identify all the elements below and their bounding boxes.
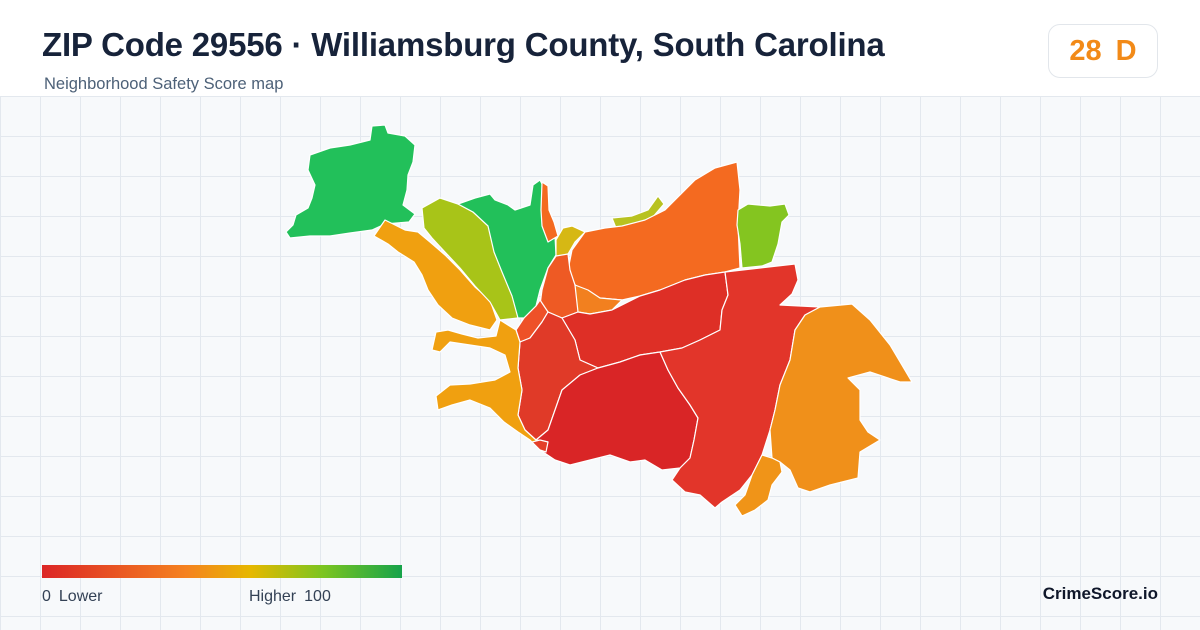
legend-max-label: Higher (249, 588, 297, 605)
page-title: ZIP Code 29556 · Williamsburg County, So… (42, 26, 885, 63)
map-region-southeast-tail[interactable] (734, 454, 783, 517)
legend-max: Higher 100 (249, 588, 331, 606)
map-region-west[interactable] (373, 219, 498, 331)
legend-min-value: 0 (42, 588, 51, 605)
legend-min: 0 Lower (42, 588, 102, 606)
map-region-far-northeast[interactable] (736, 203, 790, 269)
safety-grade: D (1115, 34, 1137, 67)
map-region-east[interactable] (659, 263, 821, 509)
safety-score-value: 28 (1069, 34, 1102, 67)
map-region-south-tip[interactable] (531, 439, 549, 453)
legend-min-label: Lower (58, 588, 103, 605)
map-region-southwest[interactable] (431, 319, 549, 451)
legend-max-value: 100 (304, 588, 331, 605)
legend-color-scale (42, 565, 402, 578)
page-subtitle: Neighborhood Safety Score map (44, 75, 284, 93)
header-bar (0, 0, 1200, 96)
map-region-northwest[interactable] (285, 124, 416, 239)
map-region-far-east[interactable] (769, 303, 913, 493)
brand-logo-text[interactable]: CrimeScore.io (1042, 584, 1158, 603)
safety-score-badge: 28 D (1048, 24, 1158, 78)
